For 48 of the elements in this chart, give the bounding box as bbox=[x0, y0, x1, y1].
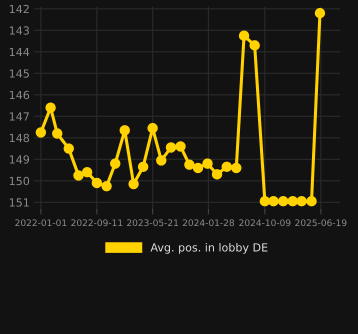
point bbox=[64, 143, 74, 154]
x-tick-label: 2024-01-28 bbox=[182, 219, 234, 226]
point bbox=[192, 162, 204, 174]
y-tick-label: 142 bbox=[10, 4, 29, 14]
y-tick-label: 147 bbox=[10, 112, 29, 121]
x-tick-label: 2022-01-01 bbox=[15, 219, 66, 226]
y-tick-label: 148 bbox=[10, 134, 30, 142]
point bbox=[138, 162, 148, 172]
y-tick-label: 151 bbox=[10, 198, 29, 207]
point bbox=[202, 158, 213, 169]
x-tick-label: 2025-06-19 bbox=[295, 219, 346, 226]
y-tick-label: 149 bbox=[10, 155, 30, 164]
point bbox=[120, 125, 130, 136]
point bbox=[288, 196, 298, 206]
point bbox=[156, 155, 166, 166]
point bbox=[128, 178, 139, 190]
point bbox=[166, 142, 176, 153]
y-tick-label: 145 bbox=[10, 69, 29, 78]
point bbox=[110, 158, 120, 169]
point bbox=[52, 128, 62, 139]
y-tick-label: 143 bbox=[10, 26, 29, 35]
point bbox=[314, 8, 326, 18]
point bbox=[306, 196, 317, 206]
y-tick-label: 144 bbox=[10, 48, 30, 56]
x-tick-label: 2022-09-11 bbox=[71, 219, 122, 226]
point bbox=[36, 127, 46, 138]
point bbox=[147, 122, 158, 134]
point bbox=[238, 30, 250, 41]
point bbox=[260, 196, 270, 206]
point bbox=[268, 196, 279, 206]
y-tick-label: 150 bbox=[10, 176, 30, 186]
point bbox=[175, 141, 186, 152]
x-tick-label: 2024-10-09 bbox=[239, 219, 290, 226]
point bbox=[278, 196, 288, 206]
point bbox=[45, 102, 56, 113]
point bbox=[184, 159, 195, 170]
point bbox=[296, 196, 307, 206]
point bbox=[82, 166, 92, 178]
x-tick-label: 2023-05-21 bbox=[127, 219, 178, 226]
point bbox=[92, 178, 102, 188]
point bbox=[101, 180, 112, 192]
y-tick-label: 146 bbox=[10, 90, 30, 100]
point bbox=[231, 162, 242, 174]
point bbox=[222, 162, 232, 172]
point bbox=[212, 169, 222, 180]
legend-label: Avg. pos. in lobby DE bbox=[150, 243, 268, 254]
point bbox=[73, 170, 84, 181]
point bbox=[249, 40, 260, 51]
